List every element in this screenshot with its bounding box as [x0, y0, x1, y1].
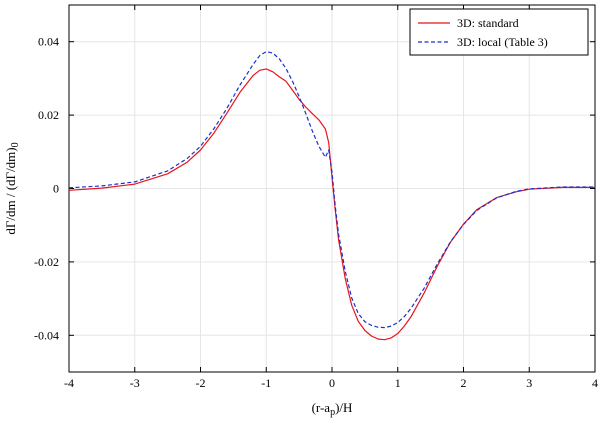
- x-tick-label: -2: [196, 376, 206, 390]
- series-line-standard: [68, 68, 595, 341]
- series-line-local: [68, 50, 595, 329]
- legend-label-local: 3D: local (Table 3): [457, 35, 548, 49]
- x-tick-label: -3: [130, 376, 140, 390]
- x-axis-title-subscript: p: [330, 407, 335, 418]
- y-tick-label: 0.02: [38, 108, 59, 122]
- x-axis-title-main: (r-a: [312, 400, 331, 415]
- y-axis-title: dΓ/dm / (dΓ/dm)0: [3, 142, 21, 234]
- y-tick-label: 0: [53, 182, 59, 196]
- x-axis-title: (r-ap)/H: [312, 400, 353, 418]
- x-tick-label: 3: [526, 376, 532, 390]
- y-tick-label: -0.02: [34, 255, 59, 269]
- y-axis-title-subscript: 0: [10, 142, 21, 147]
- series-layer: [68, 50, 595, 341]
- y-axis-title-main: dΓ/dm / (dΓ/dm): [3, 147, 18, 234]
- y-tick-label: -0.04: [34, 328, 59, 342]
- x-tick-label: 4: [592, 376, 598, 390]
- legend-label-standard: 3D: standard: [457, 16, 519, 30]
- x-tick-label: 2: [461, 376, 467, 390]
- y-tick-label: 0.04: [38, 35, 59, 49]
- legend-box: [409, 8, 589, 56]
- grid: [68, 5, 596, 372]
- legend: 3D: standard 3D: local (Table 3): [409, 8, 589, 56]
- x-tick-label: -1: [261, 376, 271, 390]
- x-axis-title-tail: )/H: [335, 400, 352, 415]
- axis-ticks: -4 -3 -2 -1 0 1 2 3 4 -0.04 -0.02 0 0.02 0.04: [34, 5, 598, 390]
- x-tick-label: 0: [329, 376, 335, 390]
- x-tick-label: 1: [395, 376, 401, 390]
- x-tick-label: -4: [64, 376, 74, 390]
